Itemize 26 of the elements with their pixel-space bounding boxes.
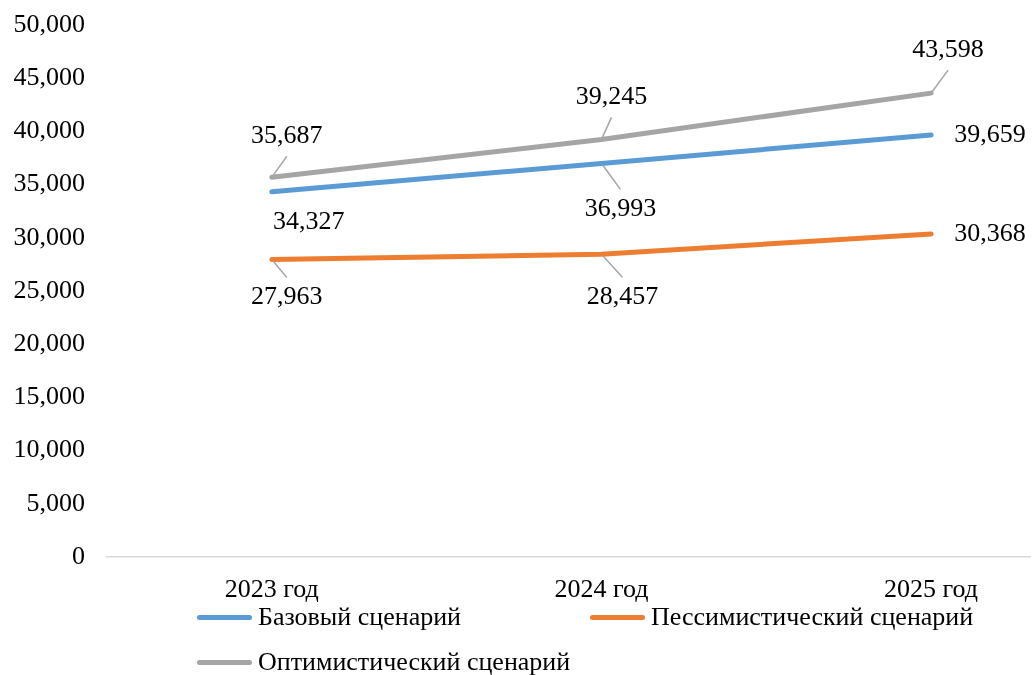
y-tick-label: 15,000 [13,381,85,411]
y-tick-label: 40,000 [13,115,85,145]
data-label: 28,457 [586,281,659,311]
y-tick-label: 25,000 [13,274,85,304]
y-tick-label: 35,000 [13,168,85,198]
y-tick-label: 50,000 [13,8,85,38]
y-tick-label: 30,000 [13,221,85,251]
x-tick-label: 2024 год [554,574,649,604]
data-label: 36,993 [584,193,657,223]
legend-label: Пессимистический сценарий [651,602,974,631]
x-tick-label: 2023 год [224,574,319,604]
data-label: 34,327 [273,205,345,235]
y-tick-label: 0 [72,540,85,570]
y-tick-label: 45,000 [13,62,85,92]
legend-label: Базовый сценарий [258,602,462,631]
data-label: 39,659 [954,118,1026,148]
data-label: 43,598 [912,33,984,63]
data-label: 27,963 [251,281,323,311]
data-label: 30,368 [954,217,1026,247]
y-tick-label: 5,000 [26,487,85,517]
legend-label: Оптимистический сценарий [258,647,571,675]
data-label: 35,687 [251,120,323,150]
x-tick-label: 2025 год [884,574,979,604]
data-label: 39,245 [575,81,648,111]
y-tick-label: 20,000 [13,328,85,358]
y-tick-label: 10,000 [13,434,85,464]
